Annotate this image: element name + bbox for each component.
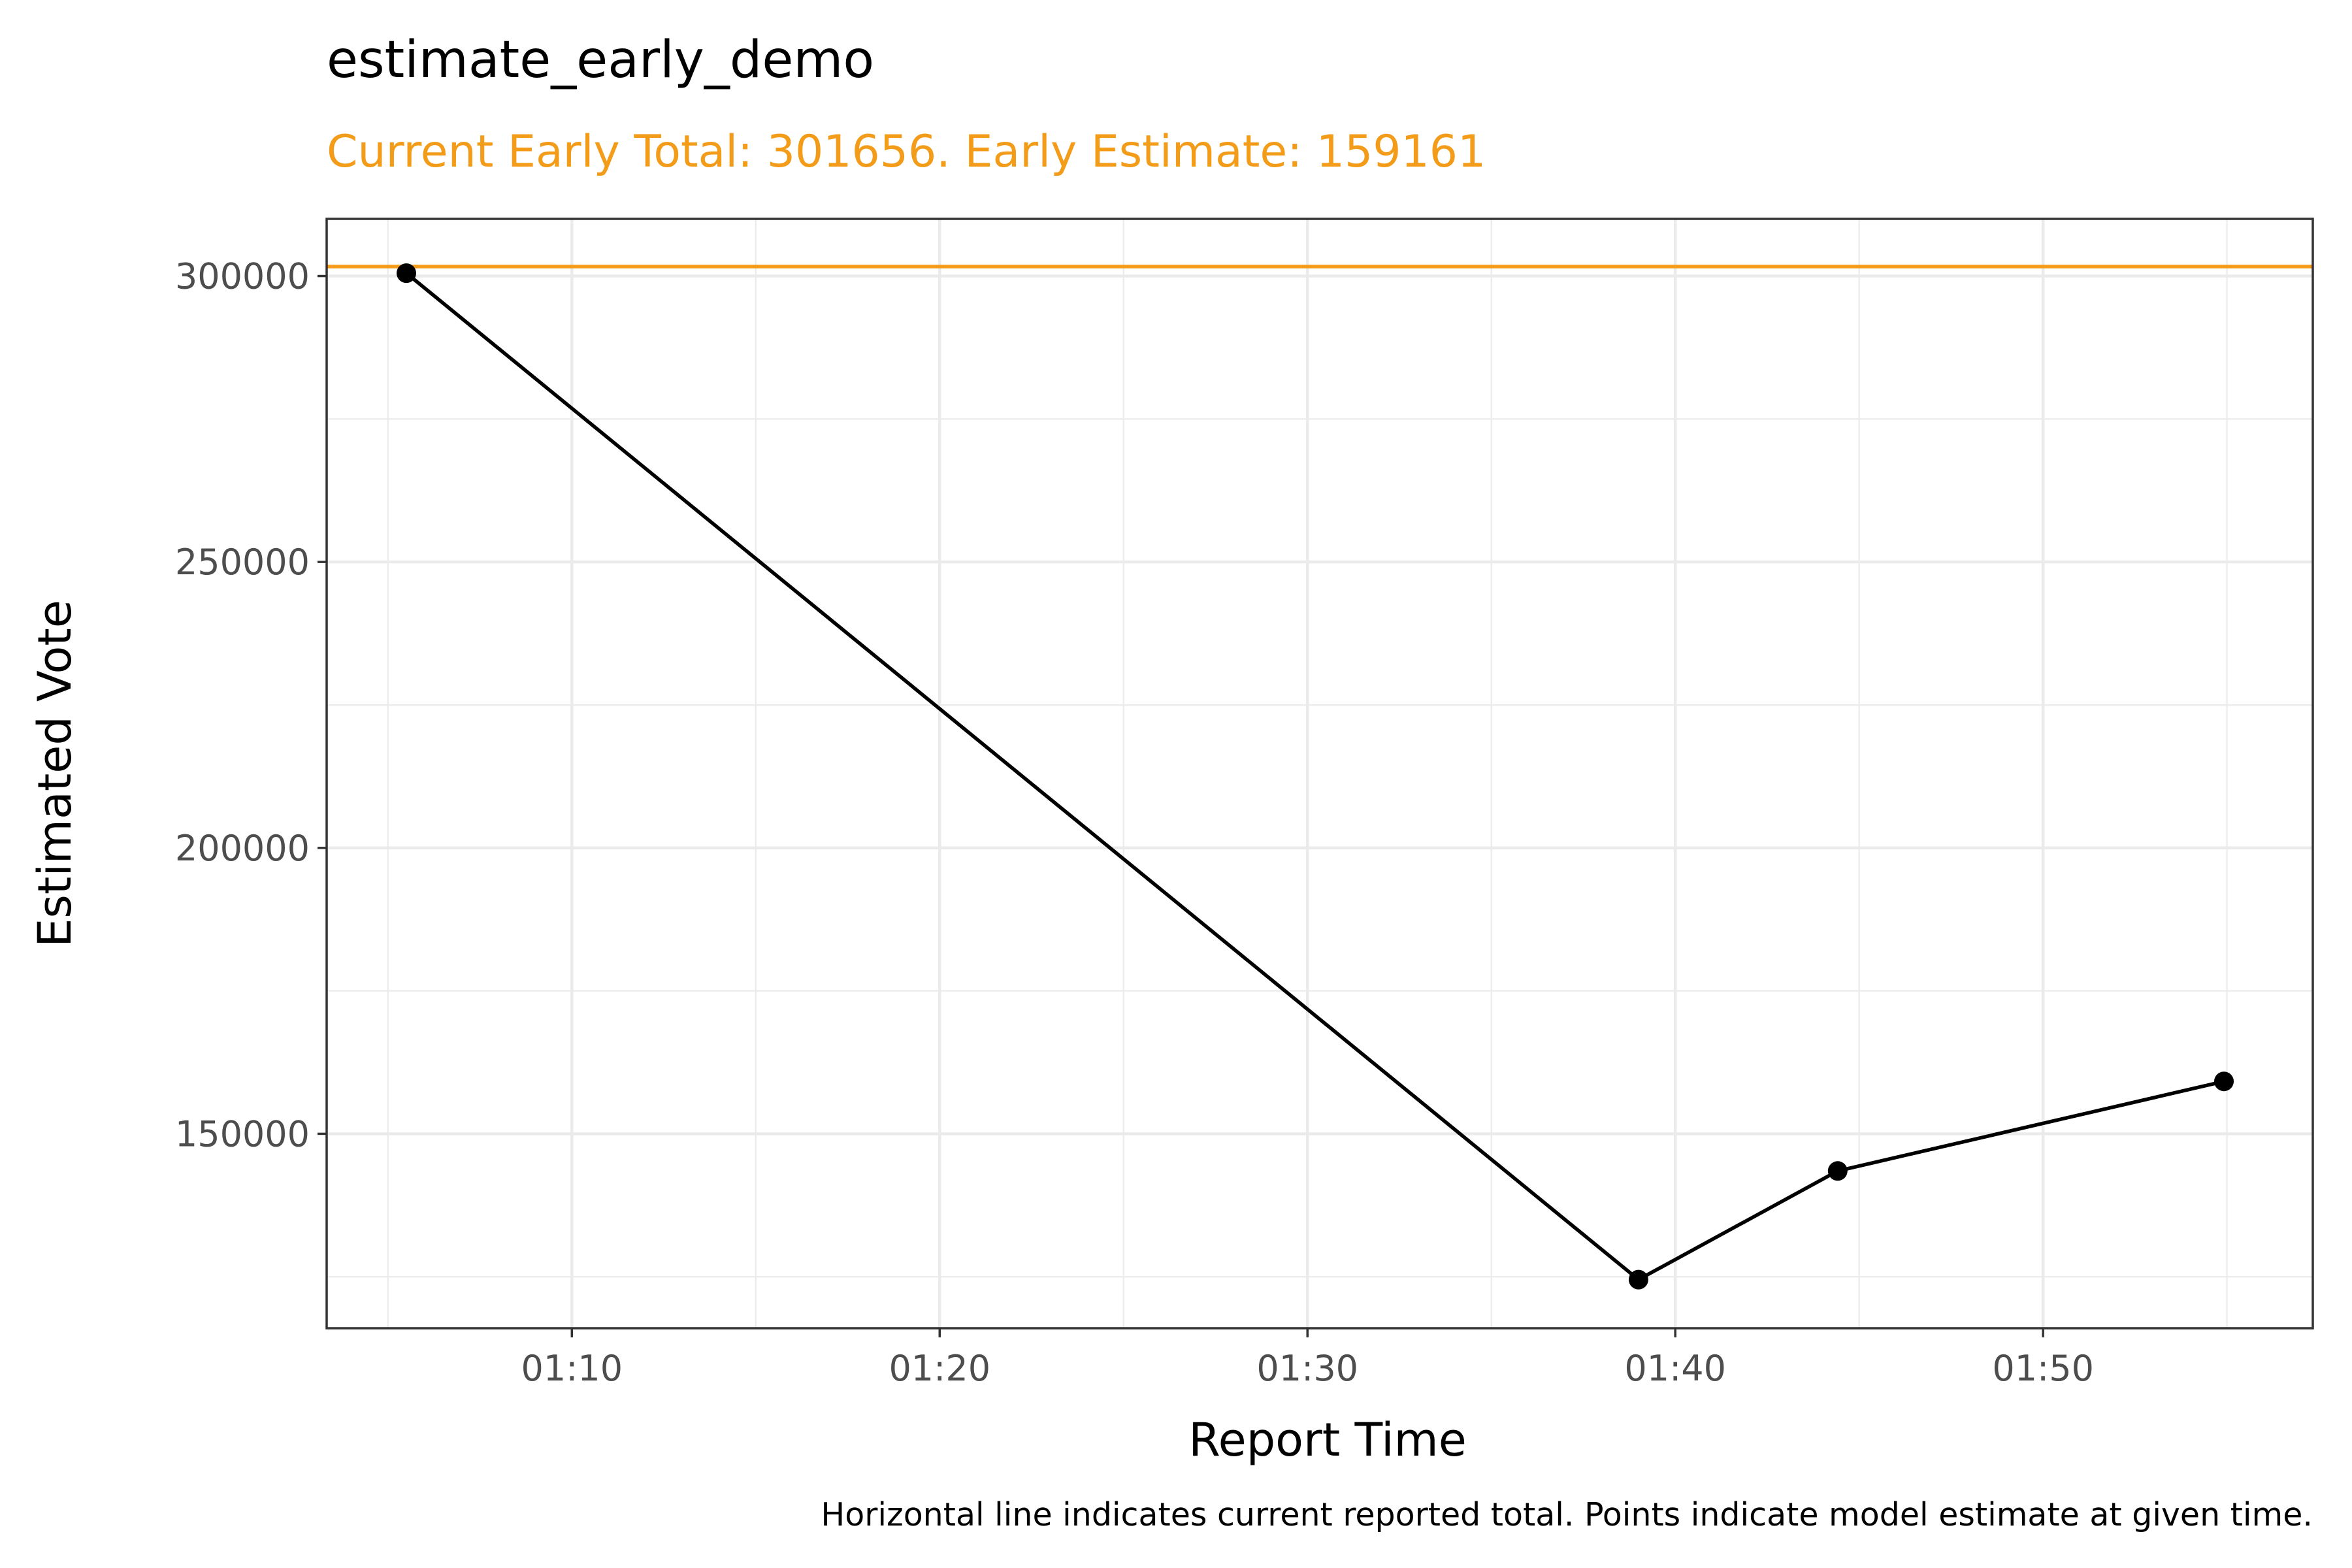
data-point [1628, 1269, 1648, 1290]
series-layer [405, 271, 2225, 1282]
plot-panel-border [325, 218, 2314, 1330]
y-tick-label: 300000 [175, 256, 310, 297]
x-tick-label: 01:40 [1624, 1348, 1726, 1389]
data-point [1827, 1161, 1848, 1181]
x-axis-title: Report Time [1188, 1413, 1467, 1467]
x-tick-label: 01:10 [521, 1348, 623, 1389]
data-point [397, 263, 416, 284]
y-tick-label: 200000 [175, 828, 310, 869]
y-tick-label: 150000 [175, 1113, 310, 1154]
chart-title: estimate_early_demo [327, 31, 874, 90]
y-axis-title: Estimated Vote [28, 600, 82, 947]
plot-panel-background [327, 219, 2313, 1328]
series-line [405, 271, 2225, 1282]
chart-subtitle: Current Early Total: 301656. Early Estim… [327, 126, 1486, 178]
major-gridlines [327, 219, 2313, 1328]
x-axis: 01:10 01:20 01:30 01:40 01:50 [521, 1328, 2094, 1389]
y-axis: 150000 200000 250000 300000 [175, 256, 327, 1154]
x-tick-label: 01:30 [1256, 1348, 1358, 1389]
x-tick-label: 01:20 [889, 1348, 990, 1389]
data-point [2214, 1071, 2234, 1092]
points-layer [397, 263, 2234, 1290]
chart-caption: Horizontal line indicates current report… [821, 1496, 2313, 1533]
x-tick-label: 01:50 [1992, 1348, 2094, 1389]
y-tick-label: 250000 [175, 542, 310, 583]
minor-gridlines [327, 219, 2313, 1328]
plot-panel [327, 219, 2313, 1328]
